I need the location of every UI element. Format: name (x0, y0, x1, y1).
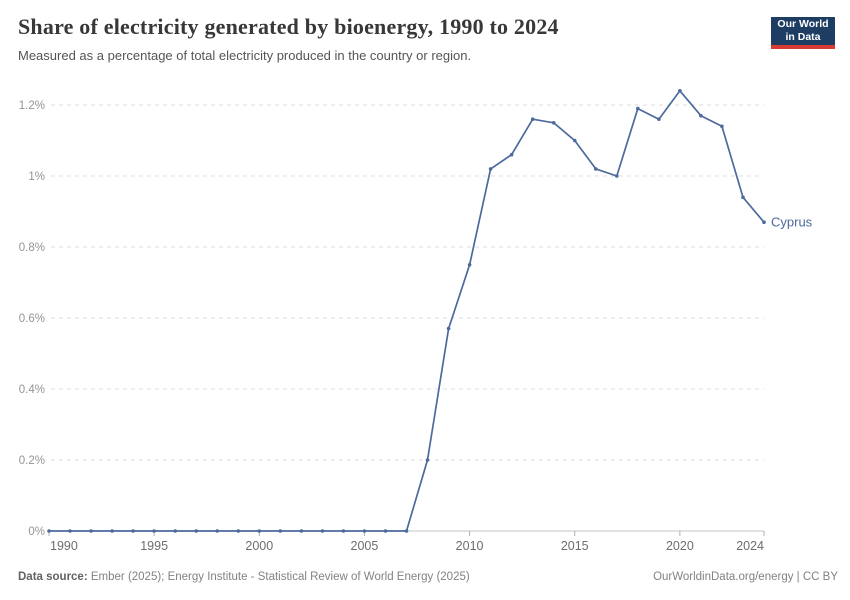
data-point-1993[interactable] (110, 529, 114, 533)
data-point-2004[interactable] (341, 529, 346, 533)
data-point-2010[interactable] (467, 263, 472, 267)
data-point-2018[interactable] (636, 106, 640, 111)
series-label-cyprus[interactable]: Cyprus (771, 215, 813, 230)
x-axis-label: 1995 (140, 539, 168, 553)
data-point-2014[interactable] (551, 121, 556, 125)
chart-line-cyprus[interactable] (48, 89, 765, 532)
x-axis-label: 2024 (736, 539, 764, 553)
data-source-note: Data source: Ember (2025); Energy Instit… (18, 571, 470, 583)
data-point-2023[interactable] (741, 195, 745, 200)
data-point-1995[interactable] (152, 529, 156, 533)
x-axis-label: 2020 (666, 539, 694, 553)
data-point-1999[interactable] (236, 529, 241, 533)
data-point-1994[interactable] (131, 529, 135, 533)
data-point-2006[interactable] (383, 529, 388, 533)
footer-credit: OurWorldinData.org/energy | CC BY (653, 571, 838, 583)
y-axis-label: 0% (28, 526, 45, 538)
data-source-text: Ember (2025); Energy Institute - Statist… (90, 571, 470, 583)
data-point-1992[interactable] (89, 529, 93, 533)
data-point-2002[interactable] (299, 529, 304, 533)
y-axis-label: 0.2% (19, 455, 45, 467)
y-axis-label: 1.2% (19, 100, 45, 112)
data-point-1996[interactable] (173, 529, 177, 533)
data-point-2008[interactable] (425, 458, 430, 462)
owid-logo-line1: Our World (777, 18, 829, 30)
x-axis-label: 2015 (561, 539, 589, 553)
data-point-1991[interactable] (68, 529, 72, 533)
data-point-2001[interactable] (278, 529, 283, 533)
y-axis-label: 0.8% (19, 242, 45, 254)
owid-logo: Our World in Data (771, 17, 835, 49)
data-point-2011[interactable] (488, 167, 493, 171)
data-point-2000[interactable] (257, 529, 262, 533)
y-axis-label: 1% (28, 171, 45, 183)
x-axis-label: 1990 (50, 539, 78, 553)
data-point-2012[interactable] (509, 152, 514, 157)
data-point-1997[interactable] (194, 529, 198, 533)
data-point-2005[interactable] (362, 529, 367, 533)
data-point-2021[interactable] (699, 113, 703, 118)
owid-logo-line2: in Data (785, 31, 821, 43)
data-point-2016[interactable] (594, 167, 598, 171)
x-axis-label: 2010 (456, 539, 484, 553)
x-axis-label: 2005 (351, 539, 379, 553)
x-axis-label: 2000 (245, 539, 273, 553)
chart-subtitle: Measured as a percentage of total electr… (18, 48, 472, 63)
data-point-1998[interactable] (215, 529, 219, 533)
data-point-2007[interactable] (404, 529, 409, 533)
data-point-2017[interactable] (615, 174, 619, 178)
data-point-2020[interactable] (678, 89, 682, 93)
data-point-2013[interactable] (530, 117, 535, 121)
page-title: Share of electricity generated by bioene… (18, 14, 559, 39)
y-axis-label: 0.4% (19, 384, 45, 396)
y-axis-label: 0.6% (19, 313, 45, 325)
data-point-2015[interactable] (572, 138, 577, 143)
data-point-2024[interactable] (762, 220, 766, 224)
data-point-1990[interactable] (47, 529, 51, 533)
data-point-2009[interactable] (446, 326, 451, 331)
data-point-2003[interactable] (320, 529, 325, 533)
data-source-label: Data source: (18, 571, 88, 583)
data-point-2022[interactable] (720, 124, 724, 129)
data-point-2019[interactable] (657, 117, 661, 121)
